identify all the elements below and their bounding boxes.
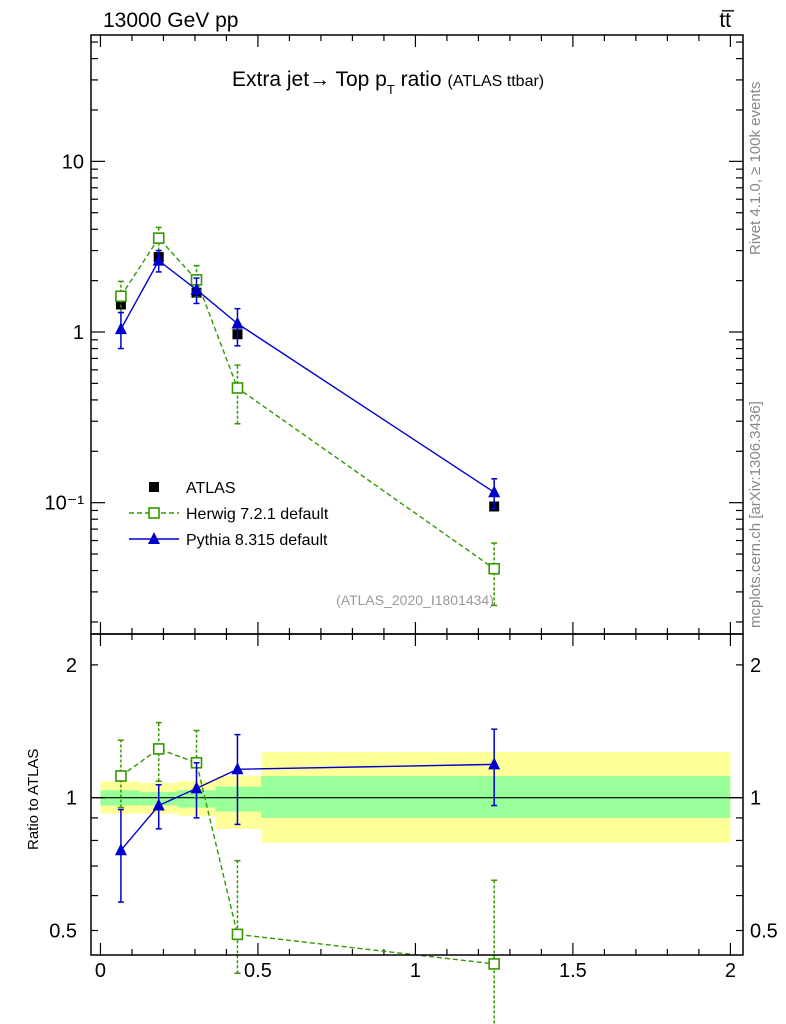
analysis-label: (ATLAS_2020_I1801434) (336, 592, 494, 608)
uncertainty-band-green (215, 786, 262, 812)
main-series-2-marker (152, 253, 165, 266)
ratio-series-0-marker (152, 743, 165, 755)
ratio-series-1-marker (488, 757, 501, 770)
ratio-series-1-marker (190, 781, 203, 794)
y-tick-label: 1 (73, 322, 84, 344)
header-right: tt̅ (719, 9, 735, 32)
main-series-1-marker (488, 562, 500, 575)
ratio-ylabel: Ratio to ATLAS (25, 749, 42, 850)
legend: ATLAS Herwig 7.2.1 default Pythia 8.315 de… (129, 480, 329, 549)
ratio-y-tick-label-right: 0.5 (750, 921, 778, 943)
main-series (114, 226, 501, 607)
main-title: Extra jet→ Top pT ratio (ATLAS ttbar) (232, 68, 544, 97)
x-tick-label: 0 (95, 960, 106, 982)
x-tick-label: 2 (725, 960, 736, 982)
y-tick-label: 10⁻¹ (45, 493, 85, 515)
ratio-series-1-marker (231, 762, 244, 775)
main-series-2-marker (114, 322, 127, 335)
ratio-y-tick-label-right: 2 (750, 655, 761, 677)
uncertainty-band-green (261, 775, 731, 818)
legend-marker (148, 532, 160, 544)
legend-label: ATLAS (186, 480, 236, 497)
main-ticks: 10 1 10⁻¹ (45, 35, 743, 634)
main-series-2-marker (190, 282, 203, 295)
main-series-1-marker (152, 232, 165, 244)
title-tag: (ATLAS ttbar) (448, 73, 545, 90)
legend-marker (148, 507, 160, 519)
ratio-y-tick-label: 1 (66, 788, 77, 810)
title-sub: T (387, 82, 395, 97)
main-series-2-marker (488, 485, 501, 498)
x-tick-label: 1.5 (559, 960, 587, 982)
ratio-y-tick-label: 2 (66, 655, 77, 677)
main-series-2-line (120, 259, 495, 493)
main-series-2-marker (231, 316, 244, 329)
ratio-series-0-marker (231, 928, 244, 941)
mcplots-label: mcplots.cern.ch [arXiv:1306.3436] (747, 401, 764, 628)
header-left: 13000 GeV pp (103, 9, 238, 32)
main-series-1-marker (115, 290, 127, 303)
legend-label: Pythia 8.315 default (186, 532, 328, 549)
ratio-y-tick-label-right: 1 (750, 788, 761, 810)
main-series-0-marker (115, 299, 126, 310)
ratio-series-0-marker (488, 958, 500, 970)
legend-label: Herwig 7.2.1 default (186, 506, 329, 523)
ratio-series-1-marker (152, 798, 165, 811)
x-tick-label: 0.5 (244, 960, 272, 982)
main-series-1-line (120, 236, 495, 570)
main-series-1-marker (231, 382, 244, 394)
ratio-frame (90, 633, 744, 956)
title-main: Extra jet→ Top p (232, 68, 387, 91)
rivet-label: Rivet 4.1.0, ≥ 100k events (747, 82, 764, 255)
legend-marker (149, 482, 159, 492)
ratio-ticks: 2 2 1 1 0.5 0.5 0 0.5 1 1.5 2 (49, 634, 778, 982)
x-tick-label: 1 (410, 960, 421, 982)
y-tick-label: 10 (62, 151, 84, 173)
ratio-series (114, 721, 501, 1024)
ratio-series-0-marker (115, 770, 127, 782)
ratio-series-1-marker (114, 843, 127, 856)
ratio-y-tick-label: 0.5 (49, 921, 77, 943)
title-rest: ratio (395, 68, 442, 91)
